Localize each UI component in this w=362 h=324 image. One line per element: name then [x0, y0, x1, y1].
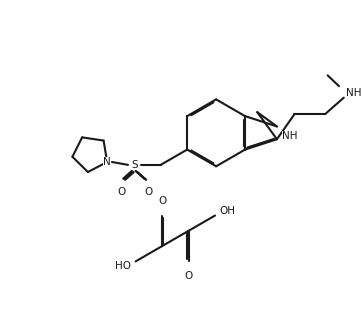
Text: O: O	[144, 187, 152, 197]
Text: NH: NH	[346, 88, 361, 98]
Text: NH: NH	[282, 131, 297, 141]
Text: HO: HO	[115, 261, 131, 271]
Text: O: O	[185, 271, 193, 281]
Text: N: N	[103, 157, 111, 167]
Text: O: O	[117, 187, 125, 197]
Text: OH: OH	[220, 206, 236, 216]
Text: O: O	[158, 196, 166, 206]
Text: S: S	[131, 160, 138, 170]
